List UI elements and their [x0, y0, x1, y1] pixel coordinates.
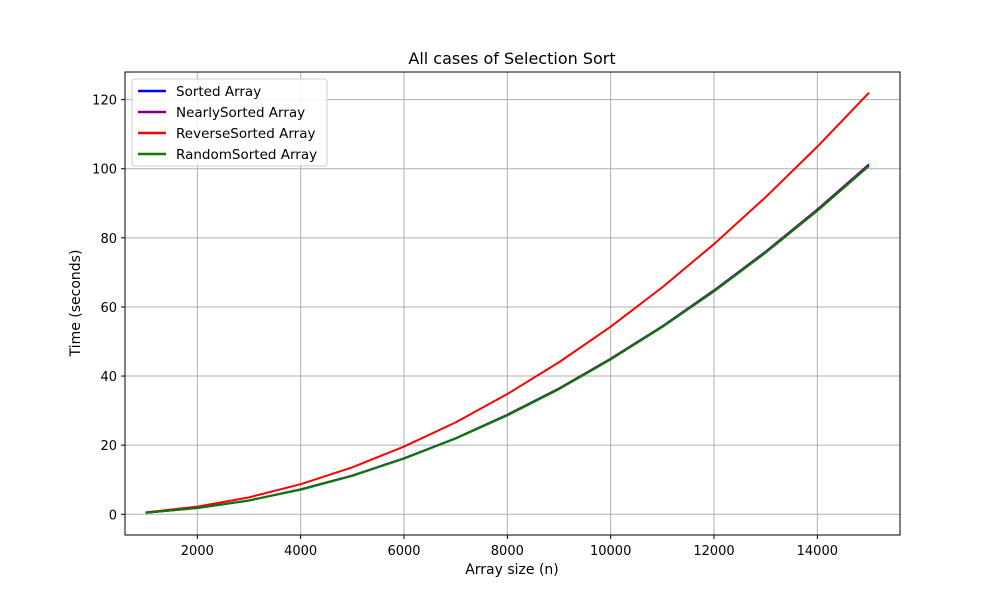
y-tick-label: 40 — [100, 370, 117, 385]
x-tick-label: 8000 — [491, 544, 524, 559]
y-tick-label: 0 — [109, 508, 117, 523]
x-tick-label: 6000 — [387, 544, 420, 559]
y-tick-label: 120 — [92, 94, 117, 109]
x-axis-ticks: 2000 4000 6000 8000 10000 12000 14000 — [181, 535, 838, 559]
legend: Sorted Array NearlySorted Array ReverseSor… — [131, 78, 328, 167]
x-axis-label: Array size (n) — [465, 562, 559, 578]
y-tick-label: 100 — [92, 163, 117, 178]
grid — [125, 72, 900, 535]
legend-box — [131, 78, 328, 167]
x-tick-label: 2000 — [181, 544, 214, 559]
legend-label: Sorted Array — [176, 84, 261, 100]
series-lines — [145, 92, 870, 514]
x-tick-label: 14000 — [797, 544, 838, 559]
x-tick-label: 10000 — [590, 544, 631, 559]
plot-frame — [124, 71, 901, 536]
y-tick-label: 80 — [100, 232, 117, 247]
series-line-randomsorted-array — [145, 165, 870, 514]
legend-label: NearlySorted Array — [176, 105, 305, 121]
series-line-reversesorted-array — [145, 92, 870, 514]
y-tick-label: 60 — [100, 301, 117, 316]
x-tick-label: 12000 — [693, 544, 734, 559]
chart-title: All cases of Selection Sort — [408, 49, 615, 68]
legend-label: RandomSorted Array — [176, 147, 317, 163]
y-axis-label: Time (seconds) — [68, 250, 84, 358]
x-tick-label: 4000 — [284, 544, 317, 559]
legend-label: ReverseSorted Array — [176, 126, 315, 142]
y-axis-ticks: 0 20 40 60 80 100 120 — [92, 94, 125, 523]
y-tick-label: 20 — [100, 439, 117, 454]
